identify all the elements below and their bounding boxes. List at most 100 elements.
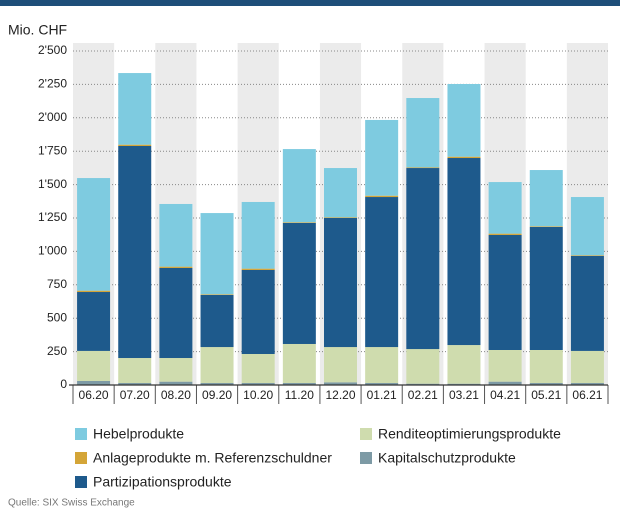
legend-swatch: [75, 428, 87, 440]
x-tick-label: 10.20: [243, 388, 273, 402]
x-tick-label: 04.21: [490, 388, 520, 402]
bar-segment: [282, 382, 316, 385]
y-tick-label: 1'000: [38, 244, 67, 258]
bar-segment: [324, 382, 357, 385]
bar-segment: [200, 382, 234, 385]
x-tick-label: 01.21: [367, 388, 397, 402]
bar-segment: [488, 233, 522, 235]
bar-segment: [365, 195, 399, 198]
bar-segment: [529, 382, 563, 385]
bar-segment: [406, 383, 440, 385]
legend-label: Hebelprodukte: [93, 426, 184, 442]
bar-segment: [118, 73, 152, 145]
source: Quelle: SIX Swiss Exchange: [8, 498, 135, 509]
bar-segment: [77, 350, 111, 381]
legend-label: Anlageprodukte m. Referenzschuldner: [93, 450, 332, 466]
bar-segment: [159, 266, 193, 268]
y-tick-label: 2'250: [38, 77, 67, 91]
x-tick-label: 07.20: [120, 388, 150, 402]
bar-segment: [200, 294, 234, 295]
bar-segment: [159, 203, 193, 267]
bar-segment: [241, 269, 275, 355]
legend-swatch: [360, 428, 372, 440]
bar-segment: [365, 347, 399, 383]
bar-segment: [159, 358, 193, 382]
x-tick-label: 06.20: [79, 388, 109, 402]
bar-segment: [406, 349, 440, 384]
y-tick-label: 2'000: [38, 110, 67, 124]
x-tick-label: 12.20: [325, 388, 355, 402]
bar-segment: [488, 234, 522, 350]
bar-segment: [447, 158, 481, 346]
y-tick-label: 1'750: [38, 143, 67, 157]
bar-segment: [570, 197, 604, 256]
bar-segment: [77, 178, 111, 291]
bar-segment: [529, 170, 563, 227]
bar-segment: [570, 382, 604, 385]
bar-segment: [241, 268, 275, 270]
y-tick-label: 1'250: [38, 210, 67, 224]
bar-segment: [406, 98, 440, 168]
x-tick-label: 02.21: [408, 388, 438, 402]
bar-segment: [324, 168, 357, 218]
y-tick-label: 500: [47, 310, 67, 324]
bar-segment: [365, 382, 399, 385]
x-tick-label: 08.20: [161, 388, 191, 402]
bar-segment: [529, 226, 563, 227]
bar-segment: [118, 382, 152, 385]
bar-segment: [282, 222, 316, 344]
bar-segment: [118, 358, 152, 383]
top-band: [0, 0, 620, 6]
bar-segment: [77, 380, 111, 385]
bar-segment: [406, 167, 440, 169]
bar-segment: [282, 149, 316, 223]
bar-segment: [529, 349, 563, 383]
bar-segment: [570, 255, 604, 256]
bar-segment: [488, 381, 522, 385]
bar-segment: [570, 255, 604, 351]
x-tick-label: 09.20: [202, 388, 232, 402]
bar-segment: [570, 350, 604, 383]
bar-segment: [241, 201, 275, 269]
bar-segment: [447, 156, 481, 159]
y-tick-label: 0: [60, 377, 67, 391]
bar-segment: [241, 354, 275, 383]
bar-segment: [447, 383, 481, 385]
x-tick-label: 05.21: [531, 388, 561, 402]
bar-segment: [488, 182, 522, 234]
chart-title: Mio. CHF: [8, 22, 67, 38]
x-tick-label: 06.21: [572, 388, 602, 402]
legend-swatch: [360, 452, 372, 464]
legend-swatch: [75, 476, 87, 488]
y-tick-label: 250: [47, 344, 67, 358]
bar-segment: [324, 347, 357, 383]
bar-segment: [118, 144, 152, 146]
y-tick-label: 1'500: [38, 177, 67, 191]
bar-segment: [118, 145, 152, 359]
legend-label: Renditeoptimierungsprodukte: [378, 426, 561, 442]
legend-swatch: [75, 452, 87, 464]
bar-segment: [77, 292, 111, 351]
bar-segment: [159, 381, 193, 385]
bar-segment: [200, 213, 234, 295]
y-tick-label: 750: [47, 277, 67, 291]
bar-segment: [282, 222, 316, 223]
x-tick-label: 03.21: [449, 388, 479, 402]
bar-segment: [529, 226, 563, 350]
bar-segment: [324, 218, 357, 348]
bar-segment: [282, 343, 316, 383]
bar-segment: [488, 349, 522, 382]
bar-segment: [324, 217, 357, 218]
bar-segment: [447, 83, 481, 157]
bar-segment: [365, 197, 399, 348]
bar-segment: [200, 347, 234, 383]
bar-segment: [447, 345, 481, 384]
bar-segment: [200, 294, 234, 348]
y-tick-label: 2'500: [38, 43, 67, 57]
bar-segment: [77, 290, 111, 293]
bar-segment: [241, 382, 275, 385]
bar-segment: [159, 267, 193, 359]
x-tick-label: 11.20: [285, 388, 314, 402]
legend-label: Kapitalschutzprodukte: [378, 450, 516, 466]
